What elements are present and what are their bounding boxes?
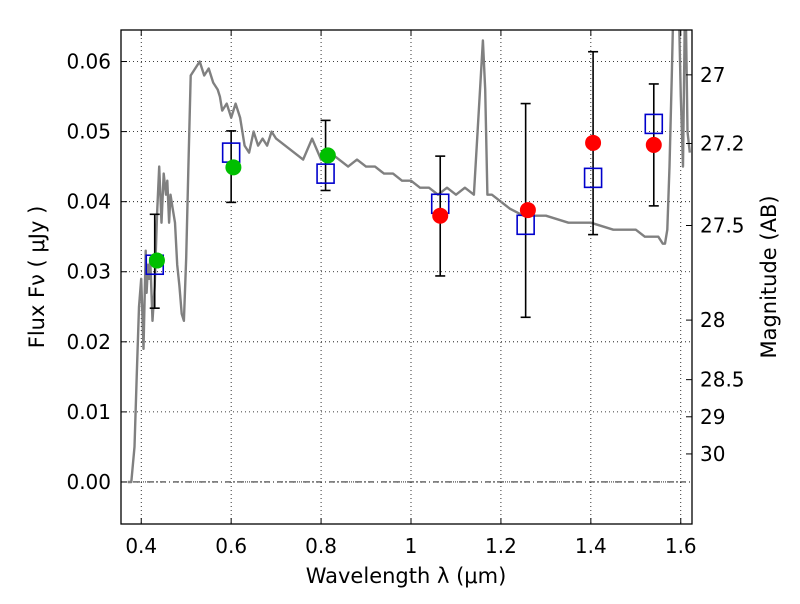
y-axis-right-label: Magnitude (AB)	[757, 195, 781, 358]
right-tick-label: 28.5	[700, 368, 745, 392]
right-tick-label: 29	[700, 405, 725, 429]
right-tick-label: 28	[700, 308, 725, 332]
y-tick-label: 0.02	[66, 330, 111, 354]
y-tick-label: 0.03	[66, 260, 111, 284]
x-tick-label: 0.8	[305, 534, 337, 558]
right-tick-label: 27.5	[700, 213, 745, 237]
observed-flux-point-green	[225, 159, 242, 176]
x-tick-label: 0.4	[125, 534, 157, 558]
x-axis-label: Wavelength λ (μm)	[306, 564, 507, 588]
plot-area	[127, 30, 691, 484]
y-tick-label: 0.06	[66, 50, 111, 74]
right-tick-label: 27.2	[700, 132, 745, 156]
axes-frame	[120, 29, 693, 525]
x-tick-label: 1	[405, 534, 418, 558]
model-flux-square	[644, 113, 664, 135]
right-tick-label: 30	[700, 442, 725, 466]
x-tick-label: 0.6	[215, 534, 247, 558]
ticks: 0.4 0.6 0.8 1 1.2 1.4 1.6 0.00 0.01 0.02 0.03 0.04 0…	[66, 30, 745, 558]
grid	[121, 30, 692, 524]
x-tick-label: 1.4	[575, 534, 607, 558]
y-tick-label: 0.05	[66, 120, 111, 144]
y-axis-label: Flux Fν ( μJy )	[25, 206, 49, 349]
observed-flux-point-green	[319, 147, 336, 164]
right-tick-label: 27	[700, 63, 725, 87]
observed-flux-point-red	[585, 134, 602, 151]
y-tick-label: 0.00	[66, 470, 111, 494]
y-tick-label: 0.04	[66, 190, 111, 214]
model-flux-square	[583, 167, 603, 189]
x-tick-label: 1.6	[665, 534, 697, 558]
observed-flux-point-red	[645, 136, 662, 153]
model-flux-square	[316, 163, 335, 184]
template-spectrum-line	[127, 30, 691, 484]
y-tick-label: 0.01	[66, 400, 111, 424]
observed-flux-point-red	[432, 207, 449, 224]
observed-flux-point-green	[148, 252, 165, 269]
x-tick-label: 1.2	[485, 534, 517, 558]
observed-flux-point-red	[519, 202, 536, 219]
